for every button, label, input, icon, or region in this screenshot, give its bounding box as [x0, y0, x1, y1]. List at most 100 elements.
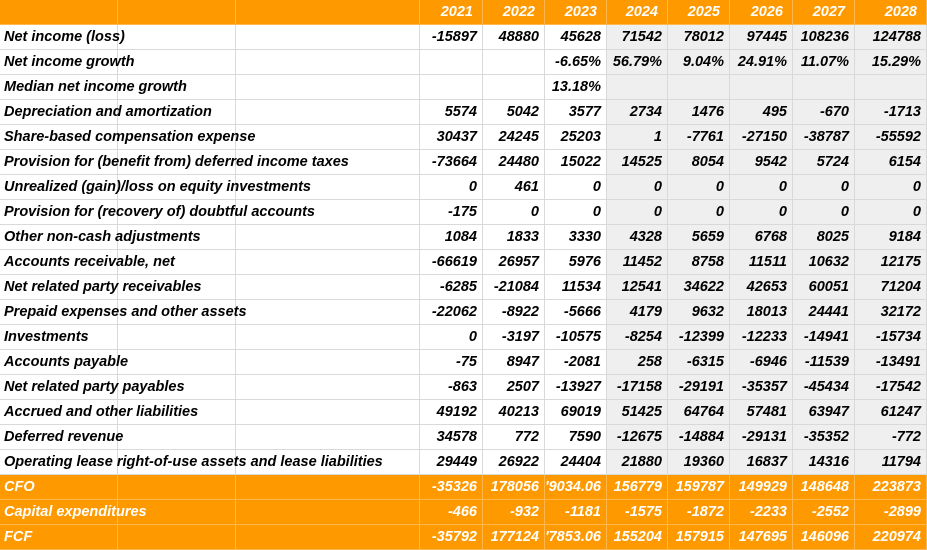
- cell: [793, 375, 855, 400]
- header-cell: [483, 0, 545, 25]
- row-label: Deferred revenue: [4, 429, 124, 445]
- value-cell: 18013: [746, 304, 787, 320]
- row-label: Accounts payable: [4, 354, 129, 370]
- cell: [855, 450, 927, 475]
- cell: [730, 75, 793, 100]
- cell: [607, 200, 668, 225]
- cell: [118, 175, 236, 200]
- year-header: 2021: [440, 4, 473, 20]
- value-cell: 26957: [498, 254, 539, 270]
- row-label: Prepaid expenses and other assets: [4, 304, 247, 320]
- value-cell: 49192: [436, 404, 477, 420]
- value-cell: 71542: [621, 29, 662, 45]
- value-cell: 4328: [629, 229, 662, 245]
- value-cell: 177124: [490, 529, 539, 545]
- value-cell: 2507: [506, 379, 539, 395]
- value-cell: 147695: [738, 529, 787, 545]
- value-cell: 2734: [629, 104, 662, 120]
- cell: [668, 200, 730, 225]
- cell: [236, 475, 420, 500]
- value-cell: 24441: [808, 304, 849, 320]
- header-cell: [236, 0, 420, 25]
- value-cell: 8758: [691, 254, 724, 270]
- value-cell: 64764: [683, 404, 724, 420]
- cell: [236, 375, 420, 400]
- value-cell: 51425: [621, 404, 662, 420]
- cell: [0, 350, 118, 375]
- cell: [730, 150, 793, 175]
- value-cell: 7590: [568, 429, 601, 445]
- cell: [236, 250, 420, 275]
- value-cell: 223873: [872, 479, 921, 495]
- cell: [607, 300, 668, 325]
- value-cell: 159787: [675, 479, 724, 495]
- header-cell: [668, 0, 730, 25]
- cell: [483, 75, 545, 100]
- value-cell: 5976: [568, 254, 601, 270]
- cell: [420, 225, 483, 250]
- cell: [855, 425, 927, 450]
- value-cell: 11534: [561, 279, 601, 295]
- value-cell: 0: [715, 179, 724, 195]
- cell: [793, 350, 855, 375]
- value-cell: -772: [891, 429, 921, 445]
- row-label: Capital expenditures: [4, 504, 147, 520]
- value-cell: -15734: [875, 329, 921, 345]
- cell: [545, 75, 607, 100]
- cell: [855, 475, 927, 500]
- cell: [545, 325, 607, 350]
- row-label: Provision for (benefit from) deferred in…: [4, 154, 349, 170]
- cell: [855, 175, 927, 200]
- value-cell: -29131: [741, 429, 787, 445]
- value-cell: -14884: [678, 429, 724, 445]
- cell: [668, 150, 730, 175]
- value-cell: 772: [514, 429, 539, 445]
- cell: [668, 75, 730, 100]
- value-cell: 0: [715, 204, 724, 220]
- value-cell: 0: [468, 329, 477, 345]
- cell: [118, 400, 236, 425]
- value-cell: 9.04%: [682, 54, 724, 70]
- cell: [545, 450, 607, 475]
- value-cell: 220974: [872, 529, 921, 545]
- cell: [607, 75, 668, 100]
- value-cell: 5659: [691, 229, 724, 245]
- year-header: 2024: [625, 4, 658, 20]
- cell: [0, 325, 118, 350]
- value-cell: 21880: [621, 454, 662, 470]
- cell: [236, 275, 420, 300]
- cell: [668, 500, 730, 525]
- cell: [118, 125, 236, 150]
- year-header: 2027: [812, 4, 845, 20]
- cell: [607, 325, 668, 350]
- value-cell: -2233: [749, 504, 787, 520]
- cell: [793, 175, 855, 200]
- cell: [607, 50, 668, 75]
- cell: [793, 50, 855, 75]
- value-cell: 11452: [622, 254, 662, 270]
- value-cell: '7853.06: [545, 529, 601, 545]
- cell: [793, 425, 855, 450]
- cell: [545, 50, 607, 75]
- cell: [855, 75, 927, 100]
- value-cell: -1713: [883, 104, 921, 120]
- value-cell: -8254: [624, 329, 662, 345]
- cell: [607, 225, 668, 250]
- cell: [118, 225, 236, 250]
- cell: [793, 150, 855, 175]
- value-cell: 97445: [746, 29, 787, 45]
- cell: [730, 225, 793, 250]
- value-cell: 5724: [816, 154, 849, 170]
- cell: [730, 350, 793, 375]
- cell: [118, 100, 236, 125]
- header-cell: [0, 0, 118, 25]
- cell: [730, 125, 793, 150]
- value-cell: 0: [778, 179, 787, 195]
- cell: [607, 25, 668, 50]
- cell: [668, 300, 730, 325]
- value-cell: 148648: [800, 479, 849, 495]
- value-cell: 0: [912, 179, 921, 195]
- cell: [793, 75, 855, 100]
- cell: [483, 350, 545, 375]
- cell: [420, 425, 483, 450]
